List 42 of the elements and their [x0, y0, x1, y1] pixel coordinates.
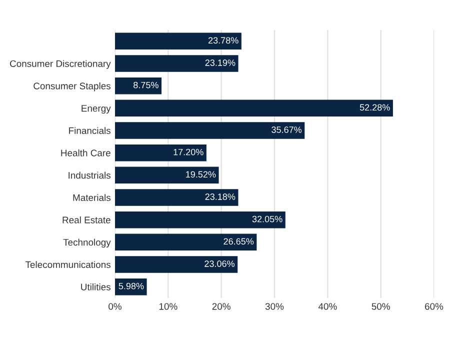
bar [115, 211, 286, 228]
data-label: 23.18% [205, 194, 236, 200]
bar [115, 32, 242, 50]
bar [115, 55, 238, 72]
bar [115, 100, 393, 117]
data-label: 26.65% [224, 238, 254, 245]
y-tick-label: Industrials [68, 172, 110, 179]
bar [115, 77, 162, 94]
x-tick-label: 0% [108, 303, 122, 310]
data-label: 32.05% [252, 216, 282, 222]
y-tick-label: Technology [63, 238, 111, 248]
data-label: 23.78% [208, 37, 238, 44]
y-tick-label: Real Estate [62, 216, 110, 224]
y-tick-label: Financials [69, 127, 110, 134]
y-tick-label: Consumer Staples [34, 82, 110, 92]
data-label: 19.52% [186, 171, 216, 178]
y-tick-label: Materials [73, 194, 110, 202]
y-tick-label: Energy [82, 105, 111, 114]
bar [115, 144, 206, 162]
y-tick-label: Health Care [61, 149, 110, 156]
y-tick-label: Utilities [81, 283, 110, 290]
x-tick-label: 30% [265, 303, 284, 310]
data-label: 23.06% [204, 260, 235, 267]
bar [115, 122, 305, 139]
data-label: 52.28% [360, 104, 390, 111]
data-label: 17.20% [174, 148, 204, 156]
data-label: 5.98% [118, 282, 144, 290]
data-label: 35.67% [272, 126, 302, 133]
bar [115, 189, 238, 206]
x-tick-label: 40% [318, 303, 337, 310]
bar [115, 166, 219, 184]
data-label: 8.75% [134, 82, 158, 88]
x-tick-label: 20% [212, 303, 230, 310]
y-tick-label: Consumer Discretionary [10, 60, 111, 69]
x-tick-label: 50% [372, 303, 390, 310]
y-tick-label: Telecommunications [25, 261, 110, 268]
bar [115, 256, 238, 273]
bar [115, 234, 257, 251]
data-label: 23.19% [205, 60, 236, 66]
bar [115, 278, 147, 296]
x-tick-label: 10% [159, 303, 178, 310]
x-tick-label: 60% [425, 303, 444, 310]
